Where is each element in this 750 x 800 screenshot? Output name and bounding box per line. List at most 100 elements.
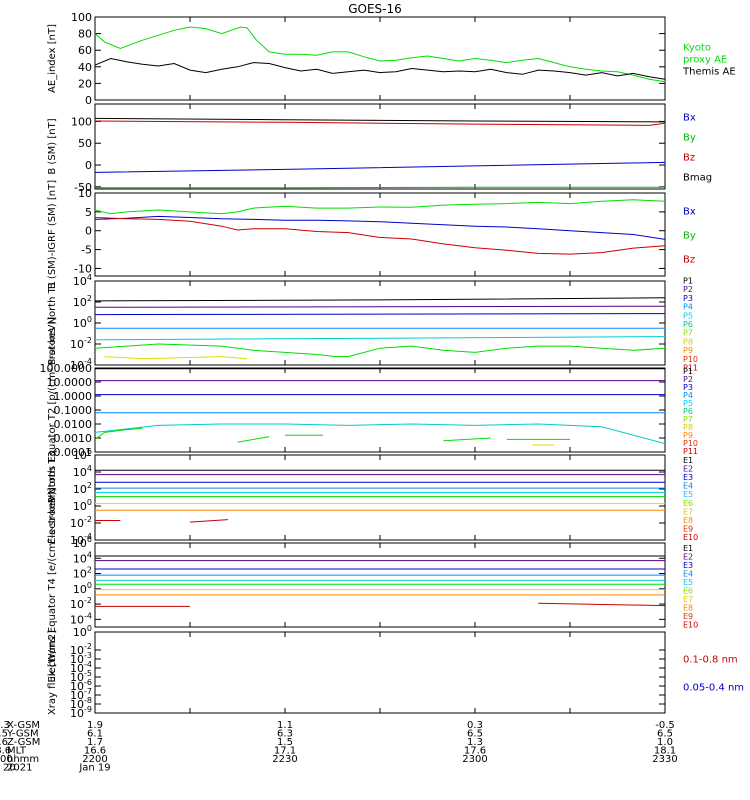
legend-item: P4 — [683, 303, 693, 312]
y-axis-label: B (SM)-IGRF (SM) [nT] — [47, 180, 58, 289]
series-p5 — [94, 336, 666, 341]
panel-bdiff: 10 5 0 -5 -10 B (SM)-IGRF (SM) [nT] Bx By Bz — [47, 180, 696, 289]
ephemeris-value: 18.1 — [654, 746, 676, 757]
legend-item: P7 — [683, 329, 693, 338]
y-tick-label: 102 — [73, 481, 92, 496]
series-p5 — [94, 423, 666, 445]
legend-item: E10 — [683, 620, 698, 629]
legend-item: E3 — [683, 473, 693, 482]
y-tick-label: 0.0010 — [54, 432, 93, 445]
legend-item: P8 — [683, 423, 693, 432]
ephemeris-value: 6.5 — [0, 729, 8, 740]
legend-item: E1 — [683, 456, 693, 465]
legend-item: Kyoto — [683, 43, 711, 54]
legend-item: Bx — [683, 207, 696, 218]
series-bz — [94, 217, 666, 255]
legend-item: E2 — [683, 552, 693, 561]
y-tick-label: 60 — [78, 44, 92, 57]
legend-item: P2 — [683, 375, 693, 384]
ephemeris-value: 6.5 — [467, 729, 483, 740]
legend-item: E6 — [683, 586, 693, 595]
y-tick-label: -50 — [74, 181, 92, 194]
series-themis-ae — [94, 57, 666, 80]
series-p7 — [237, 436, 270, 443]
legend-item: E3 — [683, 561, 693, 570]
ephemeris-value: 17.6 — [464, 746, 486, 757]
y-tick-label: -10 — [74, 262, 92, 275]
series-p6 — [94, 427, 143, 440]
legend-item: P1 — [683, 277, 693, 286]
y-tick-label: 10-6 — [70, 678, 92, 693]
ephemeris-value: 0.6 — [0, 737, 8, 748]
ephemeris-value: 18.6 — [0, 746, 11, 757]
ephemeris-value: 0000 — [0, 754, 13, 765]
ephemeris-value: Jan 20 — [0, 763, 16, 774]
ephemeris-value: 2330 — [652, 754, 677, 765]
ephemeris-row-label: X-GSM — [7, 720, 40, 731]
ephemeris-value: 2200 — [82, 754, 107, 765]
y-tick-label: 102 — [73, 566, 92, 581]
ephemeris-table: X-GSMY-GSMZ-GSMMLThhmm20211.96.11.716.62… — [0, 720, 678, 774]
y-tick-label: 1.0000 — [54, 390, 93, 403]
panel-electrons_t3: 106 104 102 100 10-2 10-4 Electrons North T3 E1… — [47, 447, 698, 547]
legend-item: P6 — [683, 320, 693, 329]
y-tick-label: 0.0100 — [54, 418, 93, 431]
y-tick-label: 100 — [73, 315, 92, 330]
legend-item: By — [683, 133, 696, 144]
y-tick-label: -5 — [81, 244, 92, 257]
ephemeris-value: 16.6 — [84, 746, 106, 757]
y-tick-label: 5 — [85, 206, 92, 219]
y-tick-label: 50 — [78, 137, 92, 150]
legend-item: P7 — [683, 415, 693, 424]
ephemeris-value: 1.1 — [277, 720, 293, 731]
legend-item: E4 — [683, 569, 693, 578]
y-axis-label: Electrons Equator T4 [e/(cm²-s-sr-keV)] — [47, 487, 58, 682]
legend-item: P3 — [683, 294, 693, 303]
y-tick-label: 0 — [85, 225, 92, 238]
y-tick-label: 0.0001 — [54, 446, 93, 459]
series-e10 — [538, 602, 666, 607]
y-axis-label: Protons North T1 — [47, 281, 58, 365]
y-tick-label: 10-4 — [70, 532, 92, 547]
ephemeris-row-label: 2021 — [7, 763, 32, 774]
y-tick-label: 80 — [78, 28, 92, 41]
legend-item: P8 — [683, 337, 693, 346]
y-axis-label: Protons Equator T2 [p/(cm²-s-sr-keV)] — [47, 317, 58, 504]
ephemeris-value: Jan 19 — [78, 763, 110, 774]
legend-item: P5 — [683, 399, 693, 408]
legend-item: E8 — [683, 516, 693, 525]
y-tick-label: 10-9 — [70, 705, 92, 720]
y-tick-label: 100 — [71, 11, 92, 24]
y-tick-label: 10-8 — [70, 696, 92, 711]
y-tick-label: 10-2 — [70, 515, 92, 530]
y-axis-label: Electrons North T3 — [47, 451, 58, 544]
legend-item: P5 — [683, 311, 693, 320]
legend-item: E7 — [683, 595, 693, 604]
ephemeris-value: 6.3 — [277, 729, 293, 740]
y-tick-label: 0 — [85, 159, 92, 172]
ephemeris-value: 2300 — [462, 754, 487, 765]
panel-xray: 100 10-210-310-410-510-610-710-810-9 Xray … — [47, 624, 744, 720]
series-bx — [94, 215, 666, 240]
panel-frame — [94, 103, 666, 190]
legend-item: E1 — [683, 544, 693, 553]
y-tick-label: 10-4 — [70, 357, 92, 372]
y-tick-label: 104 — [73, 273, 92, 288]
legend-item: E2 — [683, 464, 693, 473]
legend-item: P6 — [683, 407, 693, 416]
legend-item: P1 — [683, 367, 693, 376]
y-tick-label: 104 — [73, 464, 92, 479]
y-tick-label: 100 — [73, 581, 92, 596]
y-tick-label: 10 — [78, 187, 92, 200]
ephemeris-value: 1.3 — [467, 737, 483, 748]
legend-item: E8 — [683, 603, 693, 612]
y-tick-label: 10-3 — [70, 651, 92, 666]
panel-frame — [94, 192, 666, 277]
series-e10 — [189, 519, 229, 523]
legend-item: P10 — [683, 355, 698, 364]
y-tick-label: 100 — [73, 498, 92, 513]
panel-frame — [94, 454, 666, 541]
legend-item: E9 — [683, 612, 693, 621]
legend-item: E7 — [683, 507, 693, 516]
